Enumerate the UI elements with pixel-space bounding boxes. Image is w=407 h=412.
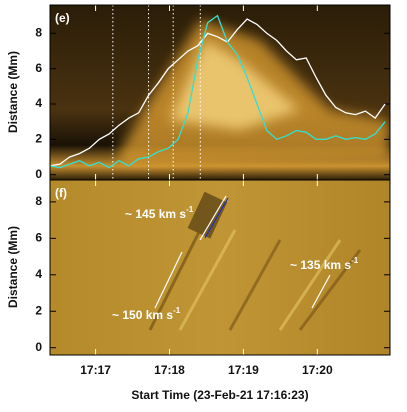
fit-line — [154, 251, 183, 309]
y-tick-label: 0 — [35, 340, 42, 354]
y-tick-label: 8 — [35, 25, 42, 39]
annotation-text: ~ 150 km s — [112, 308, 173, 322]
y-tick-label: 8 — [35, 194, 42, 208]
annotation-sup: -1 — [173, 306, 181, 315]
annotation: ~ 145 km s-1 — [125, 205, 194, 221]
frame — [49, 179, 391, 356]
annotation-text: ~ 145 km s — [125, 207, 186, 221]
x-tick-label: 17:18 — [154, 363, 185, 377]
annotation: ~ 150 km s-1 — [112, 306, 181, 322]
y-tick-label: 4 — [35, 267, 42, 281]
annotation-sup: -1 — [351, 256, 359, 265]
panel-label: (f) — [55, 186, 67, 200]
fit-line — [204, 197, 229, 239]
panel-e-glow — [120, 20, 390, 165]
series-line — [49, 18, 386, 167]
fit-line — [311, 274, 331, 309]
panel-label: (e) — [55, 11, 70, 25]
series-line — [49, 14, 386, 169]
annotation-sup: -1 — [186, 205, 194, 214]
annotation: ~ 135 km s-1 — [290, 256, 359, 272]
y-axis-label: Distance (Mm) — [6, 226, 20, 308]
y-tick-label: 4 — [35, 96, 42, 110]
annotation-text: ~ 135 km s — [290, 258, 351, 272]
chart-layer: 0 2 4 6 8 0 2 4 6 8 17:17 17:18 17:19 17:20 ~ 145 km s… — [35, 5, 390, 377]
y-axis-label: Distance (Mm) — [6, 51, 20, 133]
x-tick-label: 17:20 — [302, 363, 333, 377]
x-tick-label: 17:17 — [80, 363, 111, 377]
y-tick-label: 0 — [35, 167, 42, 181]
y-tick-label: 2 — [35, 132, 42, 146]
fit-line — [199, 195, 227, 241]
x-tick-label: 17:19 — [228, 363, 259, 377]
y-tick-label: 6 — [35, 61, 42, 75]
y-tick-label: 6 — [35, 231, 42, 245]
y-tick-label: 2 — [35, 303, 42, 317]
x-axis-label: Start Time (23-Feb-21 17:16:23) — [131, 388, 308, 402]
panel-f-streaks — [148, 191, 362, 331]
